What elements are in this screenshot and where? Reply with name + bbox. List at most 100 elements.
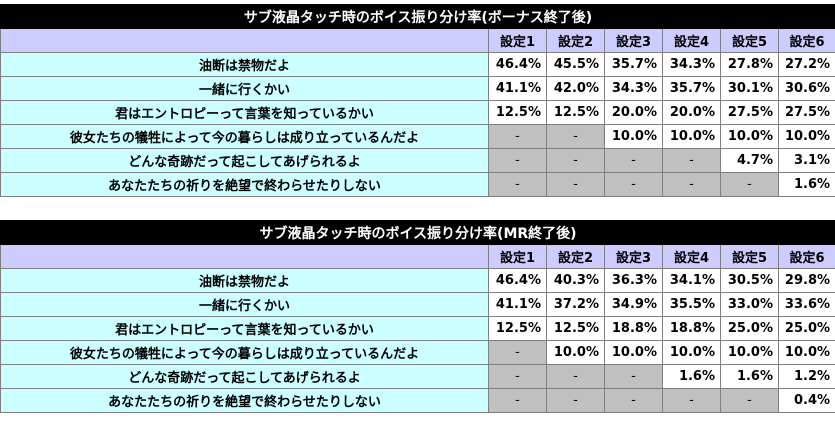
value-cell: 46.4%	[488, 268, 547, 293]
table-row: 油断は禁物だよ 46.4% 45.5% 35.7% 34.3% 27.8% 27…	[0, 52, 835, 77]
row-label: 一緒に行くかい	[0, 292, 489, 317]
value-cell-na: -	[488, 124, 547, 149]
row-label: 一緒に行くかい	[0, 76, 489, 101]
column-header: 設定2	[546, 28, 605, 53]
value-cell: 1.2%	[777, 364, 835, 389]
value-cell-na: -	[488, 388, 547, 413]
value-cell: 41.1%	[488, 76, 547, 101]
value-cell-na: -	[546, 124, 605, 149]
value-cell: 30.5%	[720, 268, 779, 293]
value-cell: 10.0%	[720, 340, 779, 365]
value-cell: 12.5%	[488, 316, 547, 341]
table-row: 一緒に行くかい 41.1% 42.0% 34.3% 35.7% 30.1% 30…	[0, 76, 835, 101]
value-cell: 34.9%	[604, 292, 663, 317]
column-header: 設定5	[720, 244, 779, 269]
value-cell: 10.0%	[604, 340, 663, 365]
table-row: 彼女たちの犠牲によって今の暮らしは成り立っているんだよ - - 10.0% 10…	[0, 124, 835, 149]
value-cell: 35.5%	[662, 292, 721, 317]
voice-table-mr: サブ液晶タッチ時のボイス振り分け率(MR終了後) 設定1 設定2 設定3 設定4…	[0, 220, 835, 413]
value-cell: 10.0%	[604, 124, 663, 149]
value-cell-na: -	[720, 172, 779, 197]
value-cell-na: -	[546, 172, 605, 197]
value-cell: 20.0%	[662, 100, 721, 125]
row-label: 君はエントロピーって言葉を知っているかい	[0, 100, 489, 125]
value-cell: 1.6%	[720, 364, 779, 389]
value-cell: 18.8%	[604, 316, 663, 341]
header-blank-cell	[0, 244, 489, 269]
row-label: 油断は禁物だよ	[0, 268, 489, 293]
value-cell: 3.1%	[777, 148, 835, 173]
table-row: 君はエントロピーって言葉を知っているかい 12.5% 12.5% 18.8% 1…	[0, 316, 835, 341]
value-cell: 10.0%	[662, 340, 721, 365]
value-cell-na: -	[662, 388, 721, 413]
value-cell-na: -	[488, 148, 547, 173]
value-cell: 10.0%	[546, 340, 605, 365]
value-cell: 27.5%	[720, 100, 779, 125]
value-cell: 12.5%	[546, 316, 605, 341]
value-cell-na: -	[720, 388, 779, 413]
value-cell: 12.5%	[546, 100, 605, 125]
value-cell: 10.0%	[720, 124, 779, 149]
value-cell: 4.7%	[720, 148, 779, 173]
column-header: 設定1	[488, 28, 547, 53]
value-cell: 27.5%	[777, 100, 835, 125]
value-cell: 34.1%	[662, 268, 721, 293]
column-header: 設定1	[488, 244, 547, 269]
column-header: 設定6	[777, 28, 835, 53]
column-header: 設定3	[604, 28, 663, 53]
table-row: あなたたちの祈りを絶望で終わらせたりしない - - - - - 1.6%	[0, 172, 835, 197]
value-cell: 29.8%	[777, 268, 835, 293]
table-row: どんな奇跡だって起こしてあげられるよ - - - - 4.7% 3.1%	[0, 148, 835, 173]
table-row: 一緒に行くかい 41.1% 37.2% 34.9% 35.5% 33.0% 33…	[0, 292, 835, 317]
value-cell: 40.3%	[546, 268, 605, 293]
value-cell: 34.3%	[662, 52, 721, 77]
value-cell: 33.6%	[777, 292, 835, 317]
column-header: 設定3	[604, 244, 663, 269]
value-cell: 1.6%	[662, 364, 721, 389]
value-cell-na: -	[604, 364, 663, 389]
value-cell-na: -	[662, 148, 721, 173]
voice-table-bonus: サブ液晶タッチ時のボイス振り分け率(ボーナス終了後) 設定1 設定2 設定3 設…	[0, 4, 835, 197]
table-title: サブ液晶タッチ時のボイス振り分け率(ボーナス終了後)	[0, 4, 835, 29]
value-cell-na: -	[546, 364, 605, 389]
value-cell: 25.0%	[777, 316, 835, 341]
value-cell: 35.7%	[662, 76, 721, 101]
table-row: あなたたちの祈りを絶望で終わらせたりしない - - - - - 0.4%	[0, 388, 835, 413]
header-blank-cell	[0, 28, 489, 53]
row-label: 彼女たちの犠牲によって今の暮らしは成り立っているんだよ	[0, 124, 489, 149]
value-cell-na: -	[488, 340, 547, 365]
value-cell: 27.2%	[777, 52, 835, 77]
value-cell: 30.6%	[777, 76, 835, 101]
value-cell: 37.2%	[546, 292, 605, 317]
value-cell-na: -	[604, 388, 663, 413]
column-header: 設定5	[720, 28, 779, 53]
value-cell-na: -	[604, 172, 663, 197]
column-header: 設定4	[662, 28, 721, 53]
table-row: 油断は禁物だよ 46.4% 40.3% 36.3% 34.1% 30.5% 29…	[0, 268, 835, 293]
value-cell-na: -	[604, 148, 663, 173]
table-title-row: サブ液晶タッチ時のボイス振り分け率(ボーナス終了後)	[0, 4, 835, 29]
value-cell: 35.7%	[604, 52, 663, 77]
value-cell: 27.8%	[720, 52, 779, 77]
table-title: サブ液晶タッチ時のボイス振り分け率(MR終了後)	[0, 220, 835, 245]
value-cell: 45.5%	[546, 52, 605, 77]
value-cell-na: -	[546, 148, 605, 173]
table-title-row: サブ液晶タッチ時のボイス振り分け率(MR終了後)	[0, 220, 835, 245]
row-label: どんな奇跡だって起こしてあげられるよ	[0, 364, 489, 389]
value-cell-na: -	[488, 172, 547, 197]
value-cell: 41.1%	[488, 292, 547, 317]
row-label: どんな奇跡だって起こしてあげられるよ	[0, 148, 489, 173]
value-cell: 10.0%	[662, 124, 721, 149]
table-row: 彼女たちの犠牲によって今の暮らしは成り立っているんだよ - 10.0% 10.0…	[0, 340, 835, 365]
row-label: あなたたちの祈りを絶望で終わらせたりしない	[0, 388, 489, 413]
column-header: 設定6	[777, 244, 835, 269]
value-cell: 30.1%	[720, 76, 779, 101]
value-cell: 10.0%	[777, 124, 835, 149]
value-cell: 36.3%	[604, 268, 663, 293]
value-cell: 33.0%	[720, 292, 779, 317]
value-cell-na: -	[662, 172, 721, 197]
column-header: 設定4	[662, 244, 721, 269]
value-cell: 46.4%	[488, 52, 547, 77]
value-cell: 12.5%	[488, 100, 547, 125]
value-cell: 1.6%	[777, 172, 835, 197]
